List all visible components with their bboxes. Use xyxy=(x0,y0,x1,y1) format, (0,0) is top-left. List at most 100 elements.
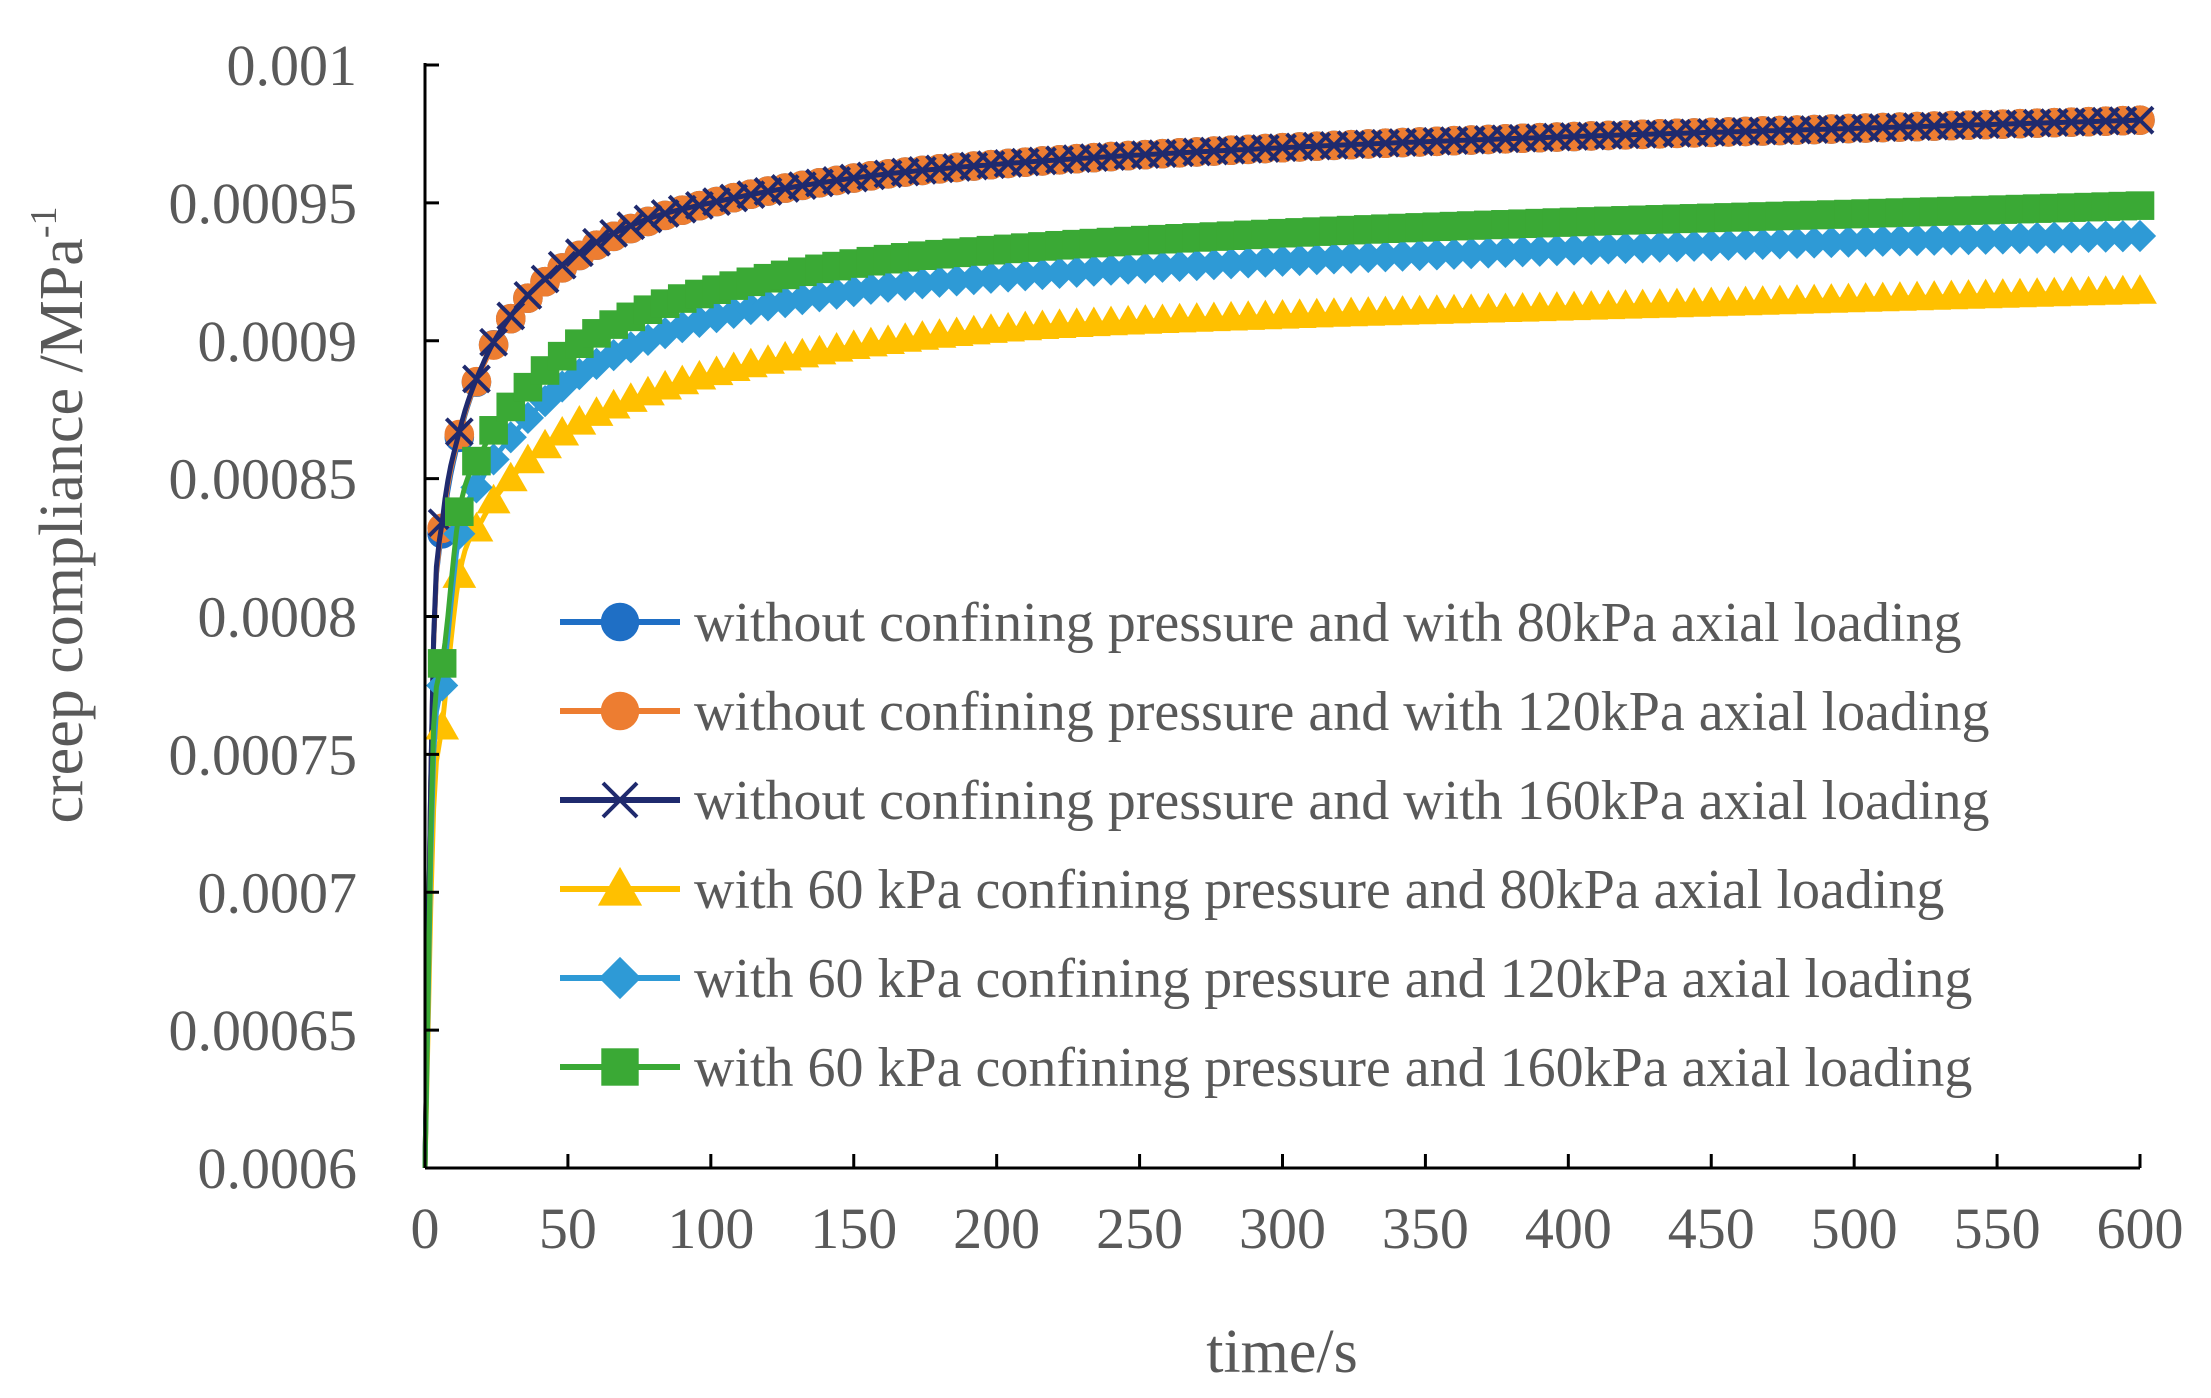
series-4-point xyxy=(562,405,597,435)
legend-label: with 60 kPa confining pressure and 120kP… xyxy=(694,948,1972,1010)
series-5-point xyxy=(1232,246,1265,279)
series-5-point xyxy=(2055,221,2088,254)
series-6-point xyxy=(427,649,457,678)
y-axis-title-text: creep compliance /MPa xyxy=(28,238,96,823)
legend-label: without confining pressure and with 120k… xyxy=(694,681,1990,743)
x-axis-title: time/s xyxy=(1206,1318,1358,1386)
series-3-point xyxy=(479,327,509,357)
series-5-point xyxy=(1266,244,1299,277)
series-5-point xyxy=(1935,223,1968,256)
series-layer xyxy=(422,105,2157,1169)
series-5-point xyxy=(2106,220,2139,253)
x-tick-label: 350 xyxy=(1382,1196,1469,1261)
legend-label: without confining pressure and with 160k… xyxy=(694,770,1990,832)
x-tick-label: 500 xyxy=(1811,1196,1898,1261)
series-4-point xyxy=(442,558,477,588)
series-5-point xyxy=(1815,225,1848,259)
legend-item-1: without confining pressure and with 80kP… xyxy=(560,592,1962,654)
series-5-point xyxy=(1557,233,1591,266)
series-3-point xyxy=(633,204,663,234)
legend-swatch-marker xyxy=(601,1048,639,1086)
axes-layer: 0.0006 0.00065 0.0007 0.00075 0.0008 0.00085 0… xyxy=(169,33,2184,1261)
y-axis-title: creep compliance /MPa-1 xyxy=(23,207,96,824)
legend-swatch-marker xyxy=(600,691,640,731)
series-4-point xyxy=(2123,274,2157,304)
series-5-point xyxy=(1437,237,1471,270)
series-5-point xyxy=(1798,226,1831,259)
series-4-point xyxy=(493,461,528,492)
legend-item-6: with 60 kPa confining pressure and 160kP… xyxy=(560,1037,1972,1099)
series-5-point xyxy=(1849,225,1882,258)
series-3-point xyxy=(736,180,766,210)
series-5-point xyxy=(1763,227,1796,260)
series-5-point xyxy=(1146,250,1179,283)
y-tick-label: 0.00075 xyxy=(169,722,358,787)
series-4-point xyxy=(476,483,511,514)
series-5-point xyxy=(1523,234,1556,267)
legend-label: without confining pressure and with 80kP… xyxy=(694,592,1962,654)
series-5-point xyxy=(2020,221,2054,254)
series-3-point xyxy=(530,264,560,294)
series-3-point xyxy=(616,211,646,241)
series-5-point xyxy=(1369,240,1402,273)
series-5-point xyxy=(1472,236,1505,269)
series-5-point xyxy=(1883,224,1917,257)
series-5-point xyxy=(1609,231,1642,264)
x-tick-label: 250 xyxy=(1096,1196,1183,1261)
series-6-point xyxy=(2125,191,2155,220)
series-3-point xyxy=(496,301,526,331)
series-5-point xyxy=(1386,239,1419,272)
y-tick-label: 0.00085 xyxy=(169,447,358,512)
legend-swatch-marker xyxy=(601,781,639,819)
series-5-point xyxy=(1077,254,1110,287)
series-5-point xyxy=(1780,226,1814,260)
y-tick-label: 0.00065 xyxy=(169,998,358,1063)
series-5-point xyxy=(1506,235,1539,268)
series-5-point xyxy=(2003,222,2037,255)
series-3-point xyxy=(599,218,629,248)
legend: without confining pressure and with 80kP… xyxy=(560,592,1990,1099)
y-axis-title-superscript: -1 xyxy=(23,207,65,239)
series-5-point xyxy=(1918,223,1951,256)
series-3-point xyxy=(719,183,749,213)
series-5-point xyxy=(1300,243,1333,276)
y-tick-label: 0.0009 xyxy=(198,309,358,374)
series-5-point xyxy=(1712,228,1745,261)
series-5-point xyxy=(1180,248,1213,282)
series-3-point xyxy=(547,250,577,280)
series-5-point xyxy=(1575,232,1608,266)
x-tick-label: 550 xyxy=(1954,1196,2041,1261)
series-5-point xyxy=(1952,222,1985,256)
series-5-point xyxy=(1094,253,1128,286)
y-tick-label: 0.0008 xyxy=(198,585,358,650)
series-3 xyxy=(422,105,2155,1169)
legend-item-5: with 60 kPa confining pressure and 120kP… xyxy=(560,948,1972,1010)
legend-swatch-marker xyxy=(597,866,643,906)
series-4 xyxy=(422,274,2157,1169)
series-5-point xyxy=(1626,231,1659,264)
series-3-point xyxy=(684,190,714,220)
series-5-point xyxy=(1900,223,1934,257)
series-5-point xyxy=(1129,251,1162,284)
series-5-point xyxy=(1540,234,1574,267)
series-5-point xyxy=(1592,232,1625,265)
series-5-point xyxy=(1986,222,2019,255)
series-5-point xyxy=(1695,229,1728,262)
series-5-point xyxy=(1403,238,1436,272)
series-4-point xyxy=(545,415,580,446)
series-3-point xyxy=(564,238,594,268)
series-5-point xyxy=(1352,240,1385,274)
series-5-point xyxy=(1455,236,1488,270)
series-3-point xyxy=(444,417,474,447)
series-5-point xyxy=(494,421,527,454)
series-6 xyxy=(422,191,2155,1169)
series-4-point xyxy=(528,428,562,459)
x-tick-label: 50 xyxy=(539,1196,597,1261)
legend-label: with 60 kPa confining pressure and 80kPa… xyxy=(694,859,1944,921)
series-5-point xyxy=(1009,259,1042,292)
series-5-point xyxy=(803,280,836,313)
series-5-point xyxy=(2038,221,2071,254)
y-tick-label: 0.00095 xyxy=(169,171,358,236)
